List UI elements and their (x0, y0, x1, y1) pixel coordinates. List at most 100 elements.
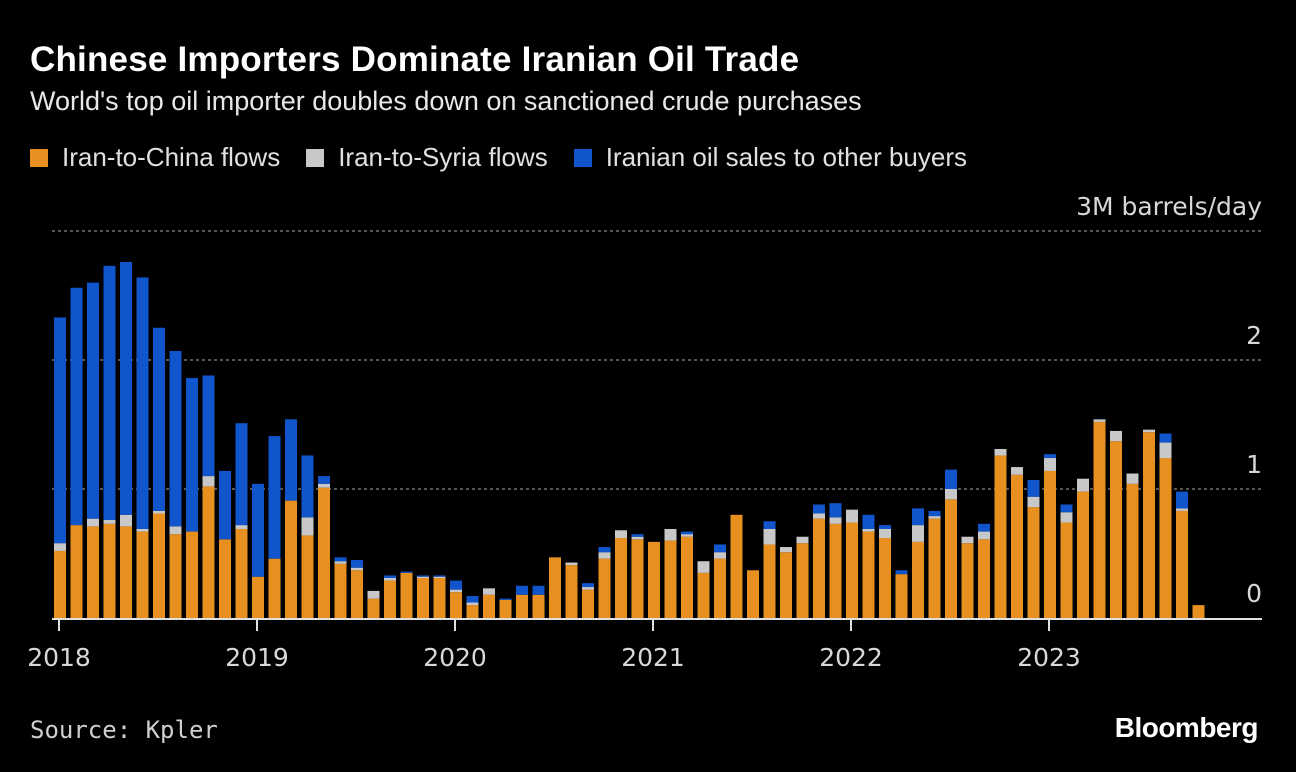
bar-2018-12-series-1 (235, 525, 248, 529)
bar-2018-01-series-2 (54, 317, 66, 544)
bar-2019-10-series-0 (400, 572, 413, 618)
bar-2018-10-series-2 (202, 375, 215, 477)
bar-2022-09-series-0 (978, 539, 990, 618)
bar-2023-01-series-1 (1044, 458, 1056, 471)
y-tick-label-0: 0 (1246, 579, 1262, 608)
bar-2021-11-series-2 (813, 504, 825, 514)
bar-2022-11-series-0 (1011, 474, 1023, 618)
bar-2022-07-series-2 (945, 469, 957, 489)
bar-2018-01-series-0 (54, 550, 66, 618)
bar-2022-10-series-1 (994, 449, 1007, 456)
bar-2021-05-series-2 (714, 544, 726, 553)
bar-2022-01-series-1 (846, 509, 858, 523)
bar-2021-11-series-0 (813, 518, 825, 618)
chart-title: Chinese Importers Dominate Iranian Oil T… (30, 40, 800, 79)
bar-2021-03-series-0 (681, 536, 693, 618)
bar-2018-09-series-0 (186, 531, 198, 618)
bar-2022-07-series-0 (945, 499, 957, 618)
bar-2018-04-series-0 (103, 523, 116, 618)
bar-2022-03-series-0 (879, 538, 891, 618)
bar-2020-05-series-0 (516, 594, 528, 618)
bar-2020-10-series-1 (598, 552, 611, 559)
bar-2022-02-series-2 (862, 514, 875, 529)
bar-2018-12-series-0 (235, 528, 248, 618)
legend-label-syria: Iran-to-Syria flows (338, 142, 548, 172)
bar-2018-10-series-1 (202, 476, 215, 487)
bar-2019-07-series-1 (351, 567, 363, 571)
bar-2020-02-series-1 (466, 602, 479, 606)
legend-item-other: Iranian oil sales to other buyers (573, 142, 967, 173)
bar-2023-07-series-1 (1143, 429, 1155, 433)
bar-2021-04-series-1 (697, 561, 710, 573)
bar-2023-06-series-1 (1126, 473, 1139, 484)
bar-2022-12-series-0 (1027, 507, 1040, 618)
bar-2020-08-series-0 (565, 565, 578, 618)
bar-2018-03-series-0 (87, 526, 99, 618)
bar-2020-11-series-1 (615, 530, 627, 539)
bar-2020-10-series-0 (598, 558, 611, 618)
bar-2020-02-series-2 (466, 596, 479, 603)
bar-2018-10-series-0 (202, 486, 215, 618)
legend: Iran-to-China flows Iran-to-Syria flows … (30, 142, 993, 173)
bar-2018-05-series-2 (120, 261, 132, 515)
bar-2018-08-series-1 (169, 526, 182, 535)
legend-swatch-china (30, 148, 48, 167)
bar-2020-01-series-1 (450, 589, 462, 593)
chart-subtitle: World's top oil importer doubles down on… (30, 86, 862, 116)
bar-2018-05-series-0 (120, 526, 132, 618)
bar-2023-10-series-0 (1192, 605, 1205, 618)
bar-2019-07-series-2 (351, 559, 363, 568)
bar-2018-06-series-1 (136, 528, 149, 532)
bar-2022-10-series-0 (994, 455, 1007, 618)
bar-2023-05-series-1 (1110, 430, 1122, 442)
bar-2021-07-series-0 (747, 570, 759, 618)
bar-2020-05-series-2 (516, 585, 528, 595)
bar-2020-09-series-1 (582, 587, 594, 590)
bar-2019-07-series-0 (351, 570, 363, 618)
bar-2020-12-series-1 (631, 536, 644, 540)
bar-2019-05-series-2 (318, 476, 330, 484)
bar-2018-02-series-2 (70, 287, 83, 526)
bar-2020-09-series-2 (582, 583, 594, 588)
bar-2022-09-series-1 (978, 531, 990, 540)
bar-2018-02-series-0 (70, 525, 83, 618)
bar-2018-03-series-2 (87, 282, 99, 519)
bar-2022-12-series-1 (1027, 496, 1040, 508)
bar-2021-08-series-0 (763, 544, 776, 618)
bar-2019-06-series-2 (334, 557, 347, 562)
bar-2023-03-series-1 (1077, 478, 1089, 492)
bar-2020-07-series-0 (549, 557, 561, 618)
bar-2022-03-series-2 (879, 525, 891, 529)
bar-2018-11-series-2 (219, 470, 231, 540)
bar-2018-06-series-2 (136, 277, 149, 529)
bar-2021-09-series-1 (780, 547, 792, 553)
bar-2023-01-series-2 (1044, 454, 1056, 459)
x-tick-label-2022: 2022 (819, 643, 883, 672)
bar-2023-06-series-0 (1126, 483, 1139, 618)
bar-2018-05-series-1 (120, 514, 132, 527)
x-tick-label-2020: 2020 (423, 643, 487, 672)
bar-2022-07-series-1 (945, 489, 957, 500)
bar-2022-02-series-0 (862, 531, 875, 618)
bar-2023-04-series-1 (1093, 419, 1106, 422)
bar-2018-09-series-2 (186, 378, 198, 532)
legend-swatch-syria (306, 148, 325, 167)
bar-2023-05-series-0 (1110, 441, 1122, 618)
bar-2019-09-series-1 (384, 578, 396, 581)
bar-2019-09-series-2 (384, 575, 396, 579)
bar-2020-12-series-0 (631, 539, 644, 618)
bar-2019-02-series-2 (268, 436, 281, 559)
source-note: Source: Kpler (30, 716, 218, 744)
x-tick-label-2018: 2018 (27, 643, 91, 672)
bar-2018-04-series-2 (103, 265, 116, 520)
legend-swatch-other (573, 148, 592, 167)
bar-2023-09-series-0 (1176, 510, 1188, 618)
bar-2021-05-series-0 (714, 558, 726, 618)
bar-2019-12-series-0 (433, 578, 446, 618)
bar-2021-08-series-1 (763, 528, 776, 545)
bar-2019-03-series-0 (285, 500, 297, 618)
bar-2019-02-series-0 (268, 558, 281, 618)
bloomberg-logo: Bloomberg (1114, 712, 1259, 743)
bar-2022-06-series-0 (928, 518, 941, 618)
bar-2020-10-series-2 (598, 547, 611, 553)
